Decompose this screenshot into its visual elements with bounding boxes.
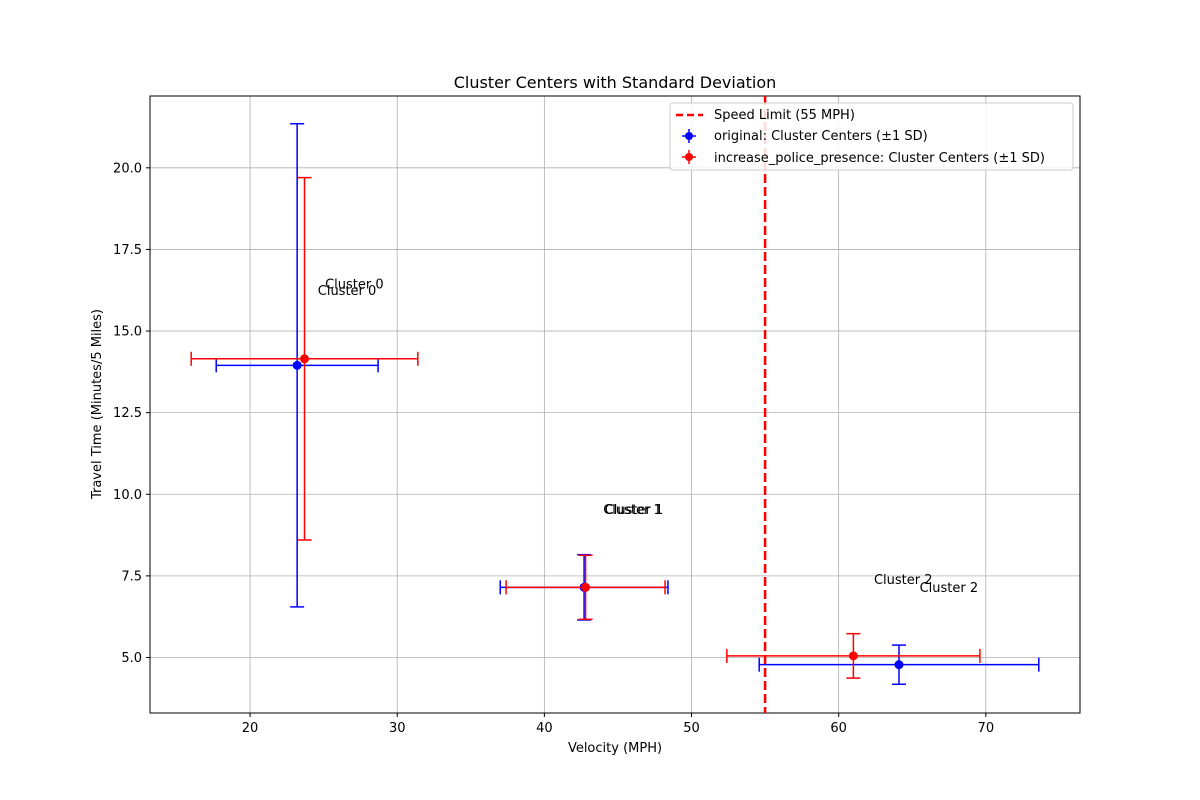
x-tick-label: 50 — [683, 721, 700, 736]
cluster-center-marker — [292, 360, 302, 370]
x-tick-label: 70 — [978, 721, 995, 736]
x-tick-label: 40 — [536, 721, 553, 736]
y-tick-label: 17.5 — [113, 243, 142, 258]
cluster-center-point — [215, 122, 379, 608]
cluster-center-marker — [894, 660, 904, 670]
legend-police-label: increase_police_presence: Cluster Center… — [714, 151, 1045, 166]
chart-title: Cluster Centers with Standard Deviation — [454, 73, 777, 92]
legend-box — [669, 102, 1074, 171]
cluster-annotation: Cluster 1 — [605, 503, 664, 518]
error-bar-series — [190, 122, 1040, 686]
cluster-center-marker — [581, 582, 591, 592]
y-tick-label: 12.5 — [113, 406, 142, 421]
cluster-center-point — [190, 176, 419, 541]
x-tick-label: 60 — [830, 721, 847, 736]
cluster-annotation: Cluster 2 — [920, 581, 979, 596]
y-axis-label: Travel Time (Minutes/5 Miles) — [90, 309, 105, 500]
cluster-center-marker — [300, 354, 310, 364]
cluster-center-marker — [848, 651, 858, 661]
cluster-annotation: Cluster 1 — [603, 503, 662, 518]
axis-ticks: 20 30 40 50 60 70 5.0 7.5 10.0 12.5 15.0 17.5 20.0 — [113, 161, 994, 736]
cluster-annotation: Cluster 0 — [318, 284, 377, 299]
y-tick-label: 15.0 — [113, 325, 142, 340]
cluster-center-point — [758, 644, 1040, 686]
y-tick-label: 5.0 — [121, 651, 142, 666]
cluster-center-point — [726, 632, 981, 679]
cluster-annotation: Cluster 0 — [325, 278, 384, 293]
cluster-annotation: Cluster 2 — [874, 573, 933, 588]
legend-original-swatch — [682, 129, 696, 143]
legend-police-swatch — [682, 150, 696, 164]
x-axis-label: Velocity (MPH) — [568, 741, 662, 756]
legend: Speed Limit (55 MPH) original: Cluster C… — [669, 102, 1074, 171]
legend-speed-limit-label: Speed Limit (55 MPH) — [714, 108, 855, 123]
x-tick-label: 30 — [389, 721, 406, 736]
plot-frame — [149, 95, 1081, 714]
y-tick-label: 7.5 — [121, 569, 142, 584]
legend-original-label: original: Cluster Centers (±1 SD) — [714, 129, 928, 144]
y-tick-label: 20.0 — [113, 161, 142, 176]
x-tick-label: 20 — [242, 721, 259, 736]
y-tick-label: 10.0 — [113, 488, 142, 503]
cluster-center-point — [505, 554, 666, 621]
